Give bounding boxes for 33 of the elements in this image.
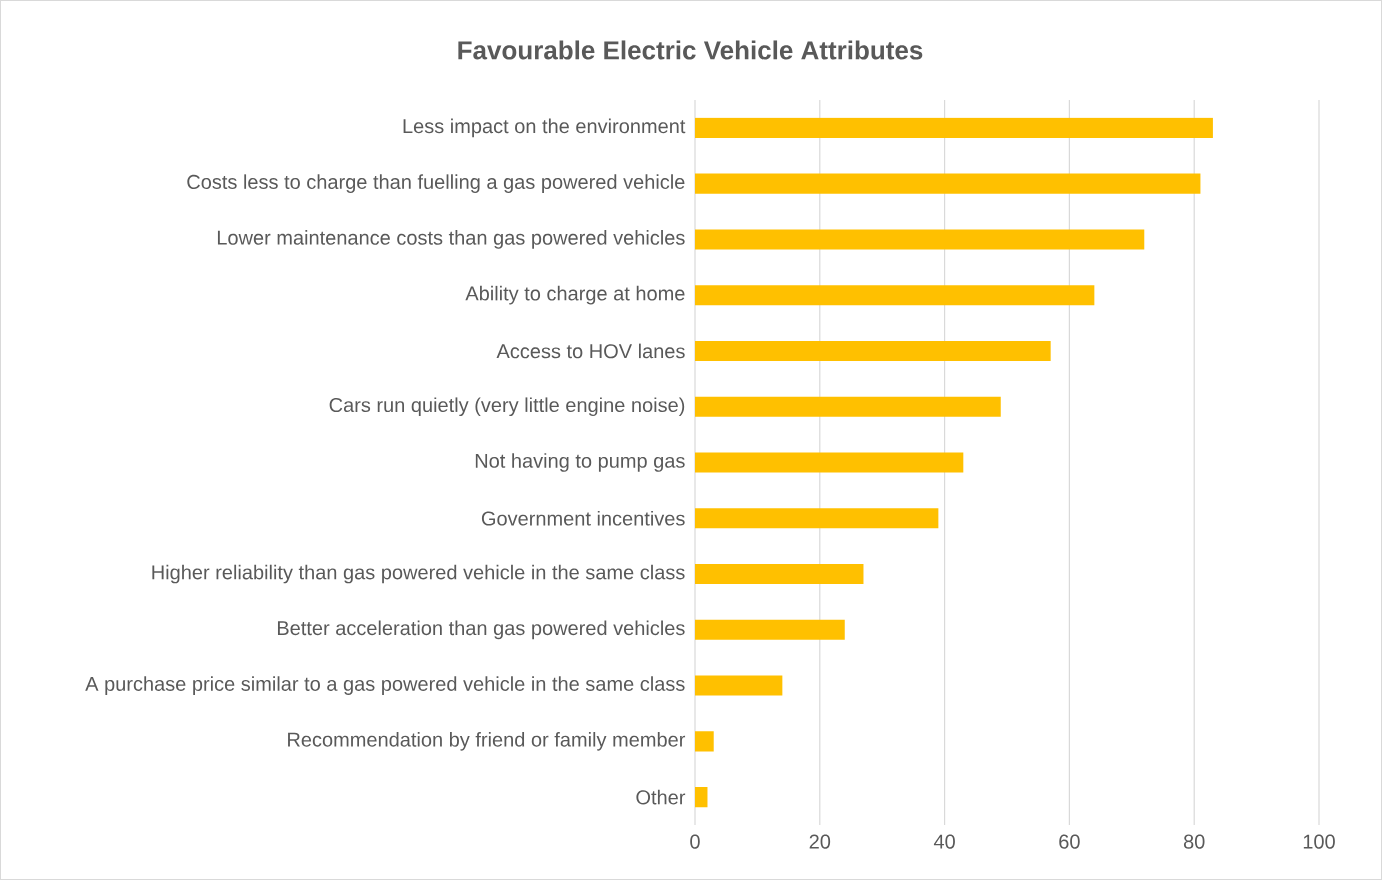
y-tick-label: Cars run quietly (very little engine noise) [329,397,685,417]
x-tick-label: 100 [1303,834,1335,849]
bar [695,787,708,808]
chart-title: Favourable Electric Vehicle Attributes [458,40,923,60]
bar [695,508,939,529]
bar [695,117,1213,138]
bar [695,619,845,640]
bar [695,452,964,473]
bar [695,396,1001,417]
x-tick-label: 0 [690,834,700,849]
y-tick-label: Other [636,789,686,805]
x-tick-label: 60 [1059,834,1080,849]
bar [695,229,1145,250]
y-tick-label: Lower maintenance costs than gas powered vehicles [217,230,685,249]
bar [695,731,714,752]
y-tick-label: Government incentives [481,510,685,526]
y-tick-label: Access to HOV lanes [496,343,685,359]
y-tick-label: Less impact on the environment [403,118,686,138]
x-tick-label: 40 [933,834,955,849]
bar [695,563,864,585]
y-tick-label: Higher reliability than gas powered vehicle in the same class [152,564,685,584]
y-tick-label: Not having to pump gas [475,453,685,472]
x-tick-label: 20 [809,834,831,849]
bar [695,285,1095,306]
y-tick-label: Better acceleration than gas powered vehicles [277,620,685,640]
bar [695,340,1051,361]
y-tick-label: A purchase price similar to a gas powered vehicle in the same class [85,676,685,695]
bar [695,675,783,696]
y-tick-label: Costs less to charge than fuelling a gas powered vehicle [187,174,685,193]
y-tick-label: Ability to charge at home [465,285,685,305]
bar [695,173,1201,194]
x-tick-label: 80 [1183,834,1205,849]
y-tick-label: Recommendation by friend or family member [288,732,686,751]
